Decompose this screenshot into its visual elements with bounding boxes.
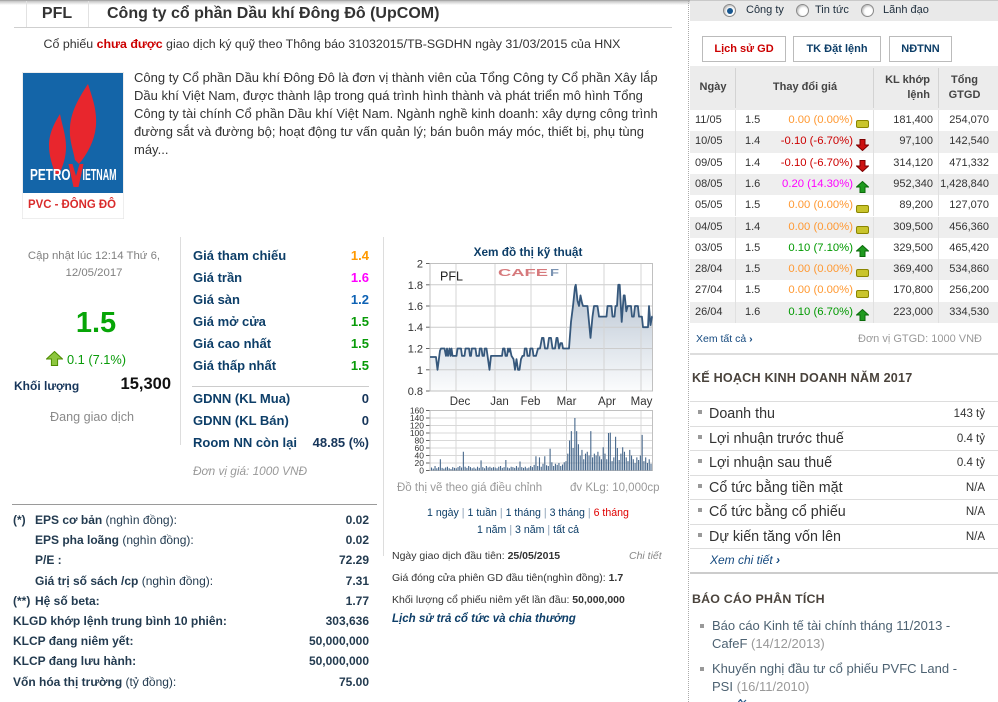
svg-text:1.2: 1.2 — [408, 344, 423, 356]
svg-text:Dec: Dec — [450, 396, 471, 408]
svg-text:CAFE: CAFE — [498, 267, 548, 279]
svg-text:1: 1 — [417, 365, 423, 377]
svg-text:120: 120 — [410, 421, 424, 431]
svg-text:1.6: 1.6 — [408, 301, 423, 313]
svg-text:0: 0 — [419, 466, 424, 476]
svg-text:PVC - ĐÔNG ĐÔ: PVC - ĐÔNG ĐÔ — [28, 196, 116, 211]
svg-text:Jan: Jan — [490, 396, 509, 408]
svg-text:40: 40 — [415, 451, 425, 461]
svg-text:IETNAM: IETNAM — [83, 167, 117, 184]
svg-text:0.8: 0.8 — [408, 386, 423, 398]
svg-text:PETRO: PETRO — [30, 167, 71, 184]
svg-text:1.4: 1.4 — [408, 322, 423, 334]
svg-text:Apr: Apr — [598, 396, 616, 408]
svg-text:60: 60 — [415, 443, 425, 453]
svg-text:20: 20 — [415, 458, 425, 468]
svg-text:PFL: PFL — [440, 270, 463, 284]
svg-text:100: 100 — [410, 428, 424, 438]
svg-text:2: 2 — [417, 259, 423, 271]
svg-text:140: 140 — [410, 413, 424, 423]
svg-text:F: F — [550, 267, 560, 279]
svg-text:Mar: Mar — [557, 396, 577, 408]
svg-text:1.8: 1.8 — [408, 280, 423, 292]
svg-text:160: 160 — [410, 406, 424, 416]
svg-text:Feb: Feb — [521, 396, 541, 408]
svg-text:May: May — [631, 396, 653, 408]
svg-text:80: 80 — [415, 436, 425, 446]
